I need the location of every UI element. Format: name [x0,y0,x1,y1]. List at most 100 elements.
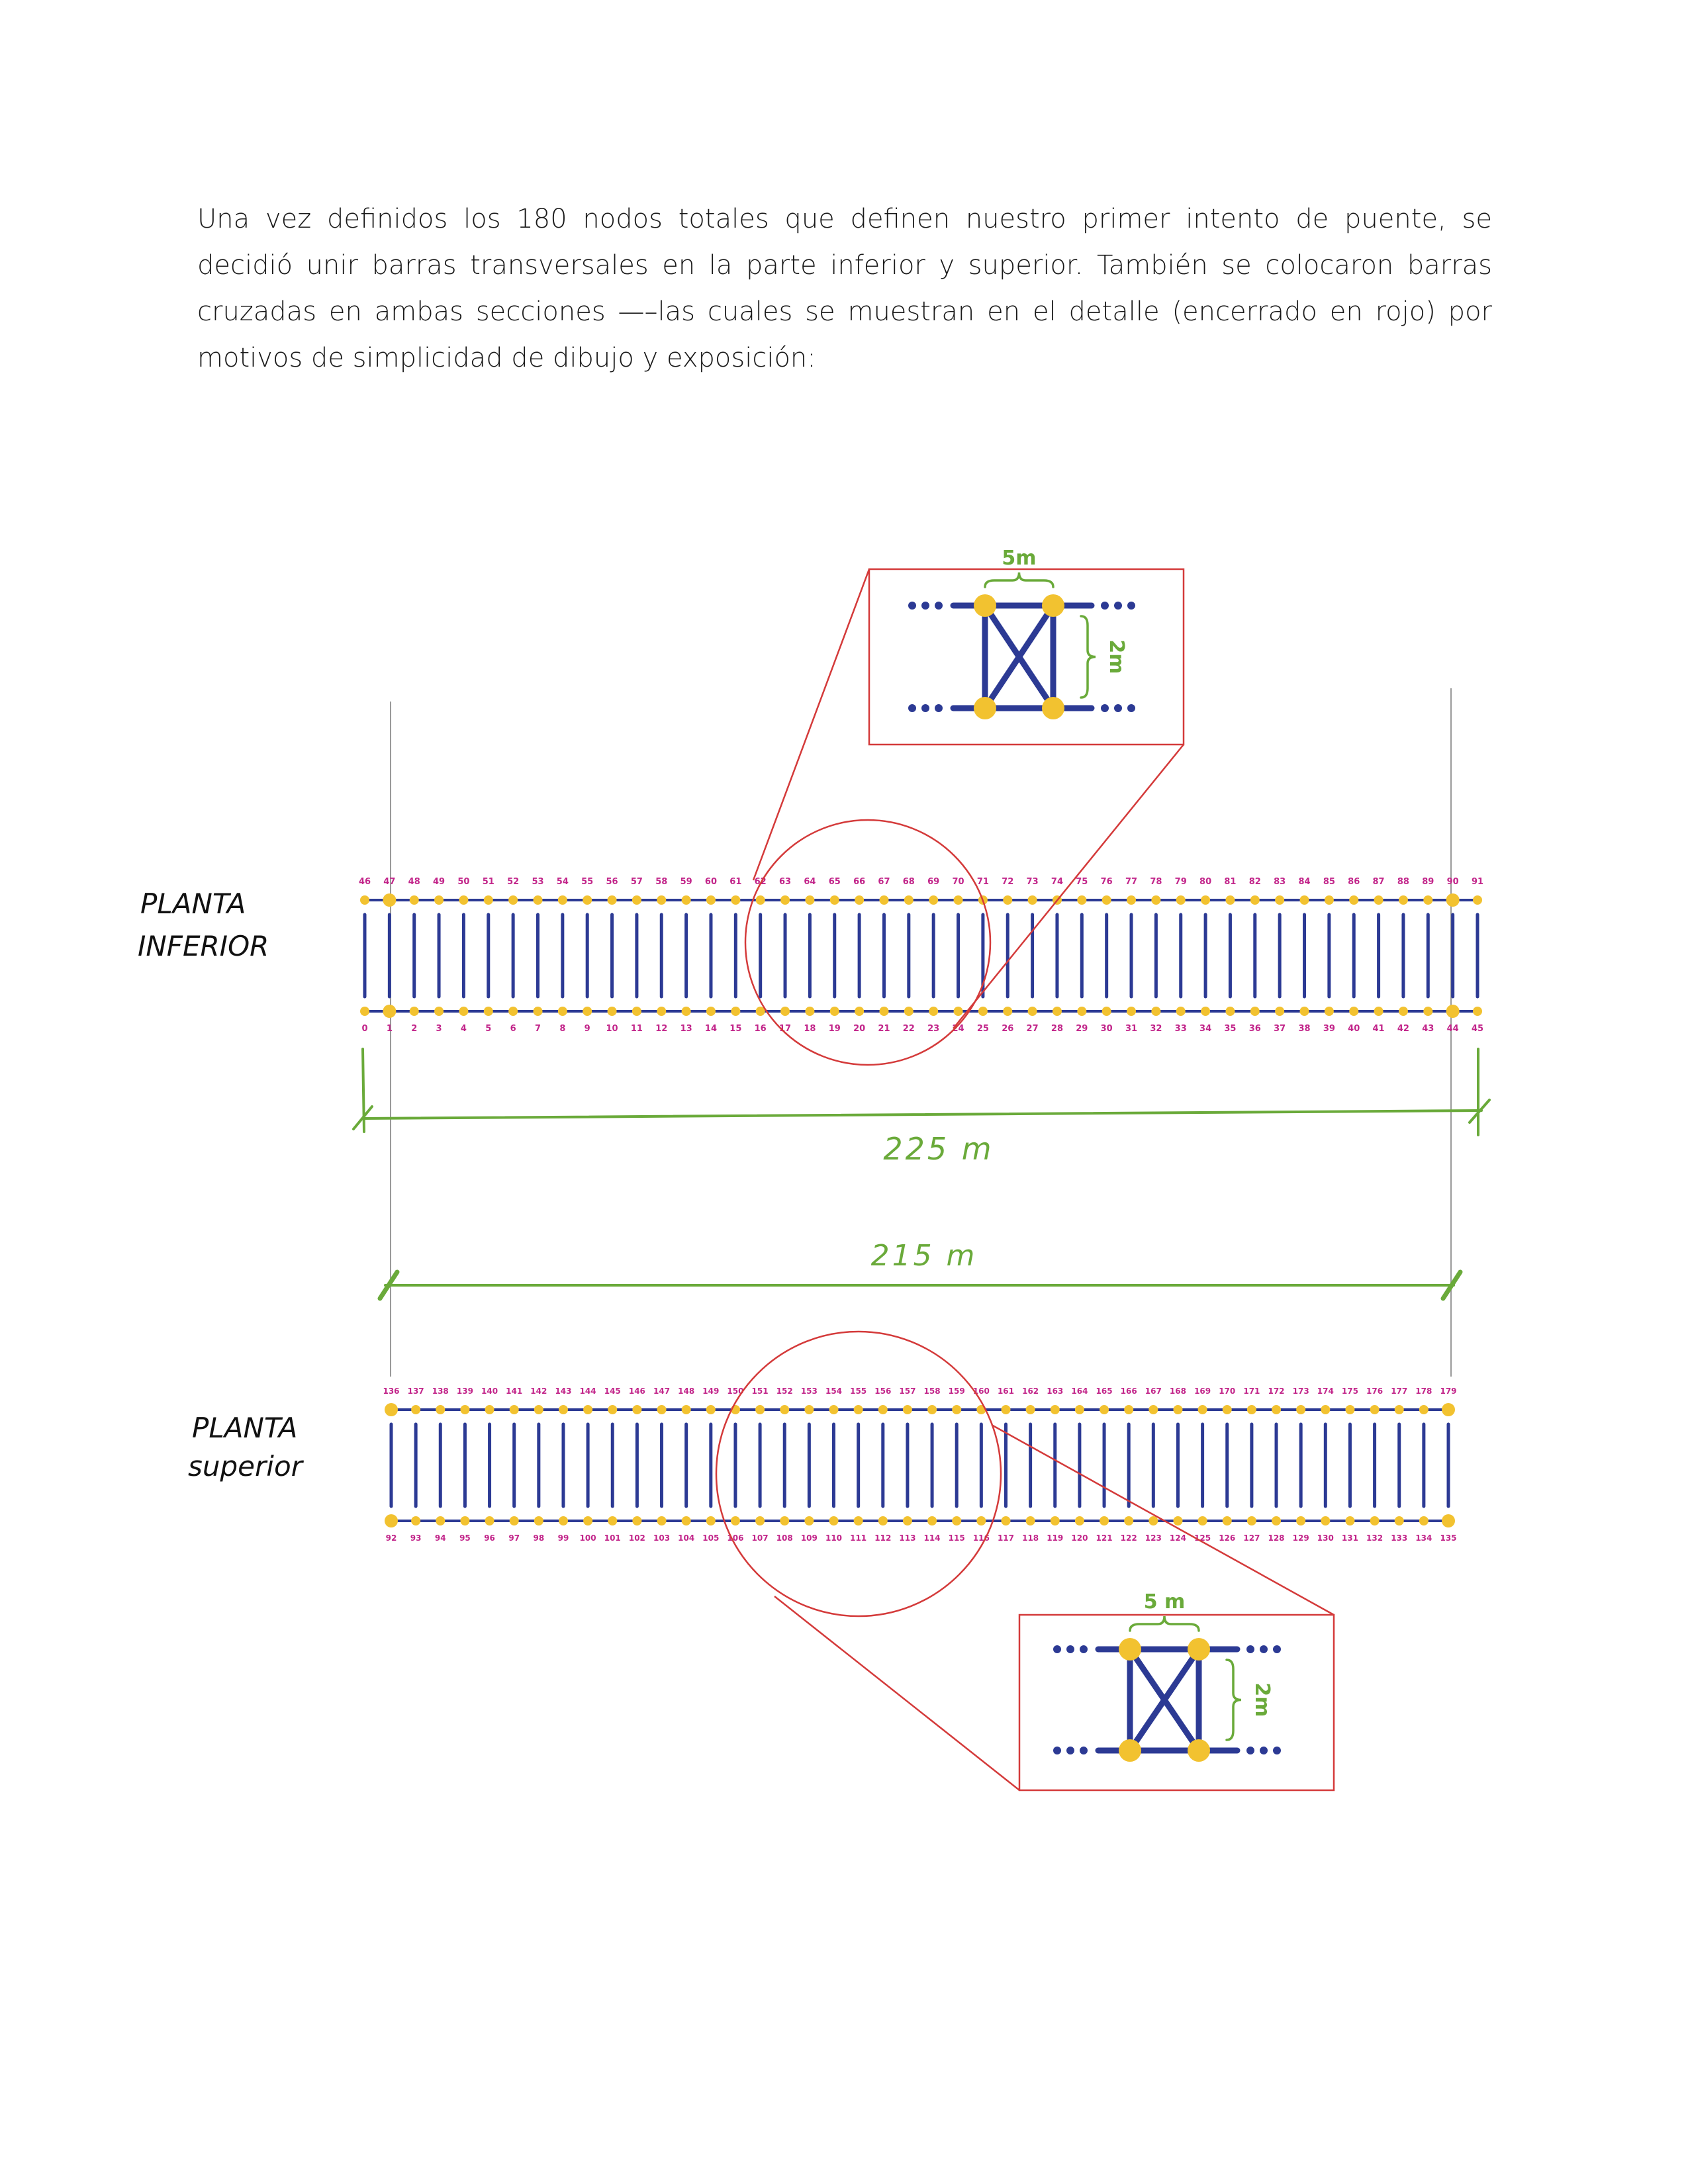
continuation-dot [908,704,916,712]
top-node-label: 68 [903,877,915,887]
top-node-label: 136 [383,1387,399,1396]
bottom-node-label: 42 [1397,1024,1409,1034]
top-node [1345,1405,1355,1414]
top-node [904,895,914,905]
top-node [829,895,839,905]
bottom-node-label: 100 [580,1533,596,1543]
bottom-node-label: 12 [655,1024,667,1034]
bottom-node [460,1516,470,1525]
top-node [780,1405,790,1414]
bottom-node-label: 93 [410,1533,422,1543]
continuation-dot [1260,1645,1268,1653]
bottom-node [1151,1007,1161,1016]
continuation-dot [921,602,929,610]
detail-cross-bar [1127,1646,1202,1754]
bottom-node [1473,1007,1482,1016]
zoom-leader-line [752,569,870,881]
top-node-label: 149 [702,1387,719,1396]
continuation-dot [1080,1747,1088,1754]
top-node-label: 82 [1249,877,1261,887]
top-node-label: 147 [653,1387,670,1396]
dim-215-label: 215 m [871,1239,978,1273]
bottom-node [1275,1007,1285,1016]
height-brace [1225,1659,1242,1741]
continuation-dot [921,704,929,712]
bottom-node-label: 28 [1051,1024,1063,1034]
top-node [1149,1405,1158,1414]
detail-node [1188,1638,1210,1661]
bottom-node [632,1007,641,1016]
top-node-label: 71 [977,877,989,887]
top-node [657,1405,667,1414]
top-node-label: 165 [1096,1387,1113,1396]
bottom-node [755,1516,765,1525]
bottom-node-label: 131 [1342,1533,1358,1543]
continuation-dot [1246,1747,1254,1754]
top-node-label: 170 [1219,1387,1235,1396]
top-node [1222,1405,1232,1414]
bottom-node [978,1007,988,1016]
top-node-label: 89 [1422,877,1434,887]
top-node [1394,1405,1404,1414]
top-node [557,895,567,905]
bottom-node [904,1007,914,1016]
top-node-label: 59 [680,877,692,887]
top-node-label: 155 [850,1387,867,1396]
top-node-label: 49 [433,877,445,887]
top-node [829,1405,839,1414]
detail-node [1188,1739,1210,1762]
bottom-node-label: 133 [1391,1533,1407,1543]
bottom-node-label: 7 [535,1024,541,1034]
top-node-label: 145 [604,1387,621,1396]
detail-node [1042,594,1064,617]
top-node-label: 152 [776,1387,793,1396]
planta-inferior: 46 47 48 49 50 51 52 53 54 55 56 57 58 59 60 61 62 63 64 65… [359,877,1483,1034]
top-node-label: 137 [408,1387,424,1396]
bottom-node [1321,1516,1331,1525]
top-node [1374,895,1383,905]
bottom-node [534,1516,543,1525]
top-node [409,895,419,905]
top-node-label: 76 [1101,877,1113,887]
bottom-node-label: 6 [510,1024,516,1034]
top-node-label: 150 [727,1387,743,1396]
bottom-node-label: 13 [680,1024,692,1034]
zoom-leader-line [774,1596,1020,1791]
dim-215-right-tick [1440,1269,1463,1301]
top-node [508,895,518,905]
top-node [1296,1405,1306,1414]
bottom-node [953,1007,963,1016]
bottom-node [706,1516,716,1525]
top-node-label: 167 [1145,1387,1162,1396]
bottom-node-label: 35 [1224,1024,1236,1034]
top-node [632,1405,642,1414]
dim-225-right-tick [1468,1099,1491,1124]
detail-node [1119,1638,1141,1661]
top-node-label: 177 [1391,1387,1407,1396]
top-node-label: 154 [825,1387,842,1396]
bottom-node [929,1007,939,1016]
top-node-label: 146 [629,1387,645,1396]
top-node [483,895,493,905]
continuation-dot [1066,1645,1074,1653]
bottom-node-label: 112 [874,1533,891,1543]
bottom-node-label: 3 [436,1024,442,1034]
detail-frame [1018,1614,1335,1792]
top-node [1419,1405,1429,1414]
continuation-dot [1101,704,1109,712]
bottom-node [533,1007,543,1016]
bottom-node [509,1516,519,1525]
detail-height-label: 2m [1250,1682,1274,1717]
bottom-node-label: 119 [1047,1533,1063,1543]
bottom-node [1052,1007,1062,1016]
top-node-label: 50 [457,877,469,887]
bottom-node [1442,1514,1455,1527]
bottom-node [657,1516,667,1525]
detail-node [974,594,996,617]
top-node-label: 58 [655,877,667,887]
bottom-node-label: 117 [998,1533,1014,1543]
bottom-node-label: 14 [705,1024,717,1034]
top-node-label: 83 [1274,877,1286,887]
top-node [385,1403,398,1416]
bottom-node [1127,1007,1137,1016]
